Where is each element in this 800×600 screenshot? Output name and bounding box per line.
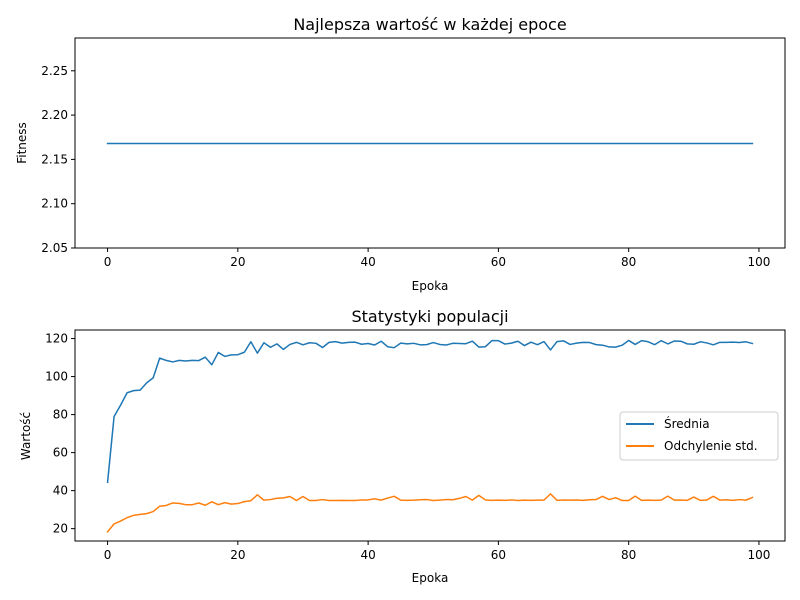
x-tick-label: 100	[747, 255, 770, 269]
legend-label-mean: Średnia	[664, 416, 710, 431]
y-tick-label: 2.15	[41, 152, 68, 166]
x-tick-label: 40	[360, 548, 375, 562]
x-tick-label: 20	[230, 548, 245, 562]
y-tick-label: 2.25	[41, 64, 68, 78]
axes-frame	[74, 329, 786, 542]
series-line-1	[106, 493, 754, 533]
chart-title: Najlepsza wartość w każdej epoce	[293, 15, 566, 34]
y-tick-label: 40	[53, 484, 68, 498]
y-tick-label: 2.20	[41, 108, 68, 122]
population-stats-chart: Statystyki populacji 0 20 40 60 80 100 20 40 60…	[19, 307, 786, 585]
axes-frame	[74, 37, 786, 249]
x-tick-label: 80	[621, 548, 636, 562]
x-axis-label: Epoka	[412, 571, 449, 585]
y-axis-label: Wartość	[19, 412, 33, 460]
x-axis-ticks: 0 20 40 60 80 100	[104, 248, 770, 269]
y-tick-label: 2.10	[41, 197, 68, 211]
y-tick-label: 2.05	[41, 241, 68, 255]
x-tick-label: 60	[491, 548, 506, 562]
x-tick-label: 20	[230, 255, 245, 269]
y-axis-ticks: 2.05 2.10 2.15 2.20 2.25	[41, 64, 75, 255]
x-tick-label: 40	[360, 255, 375, 269]
x-tick-label: 0	[104, 255, 112, 269]
y-tick-label: 100	[45, 370, 68, 384]
plot-area	[106, 339, 754, 533]
x-tick-label: 60	[491, 255, 506, 269]
y-axis-label: Fitness	[15, 122, 29, 164]
x-tick-label: 80	[621, 255, 636, 269]
y-tick-label: 20	[53, 522, 68, 536]
legend-box	[619, 411, 779, 461]
legend-label-std: Odchylenie std.	[664, 439, 758, 453]
best-fitness-chart: Najlepsza wartość w każdej epoce 0 20 40 60…	[15, 15, 786, 293]
x-tick-label: 100	[747, 548, 770, 562]
y-tick-label: 120	[45, 332, 68, 346]
chart-title: Statystyki populacji	[351, 307, 508, 326]
x-axis-label: Epoka	[412, 279, 449, 293]
y-tick-label: 60	[53, 446, 68, 460]
series-line-0	[106, 339, 754, 484]
x-tick-label: 0	[104, 548, 112, 562]
y-tick-label: 80	[53, 408, 68, 422]
legend: Średnia Odchylenie std.	[619, 411, 779, 461]
x-axis-ticks: 0 20 40 60 80 100	[104, 541, 770, 562]
y-axis-ticks: 20 40 60 80 100 120	[45, 332, 75, 536]
